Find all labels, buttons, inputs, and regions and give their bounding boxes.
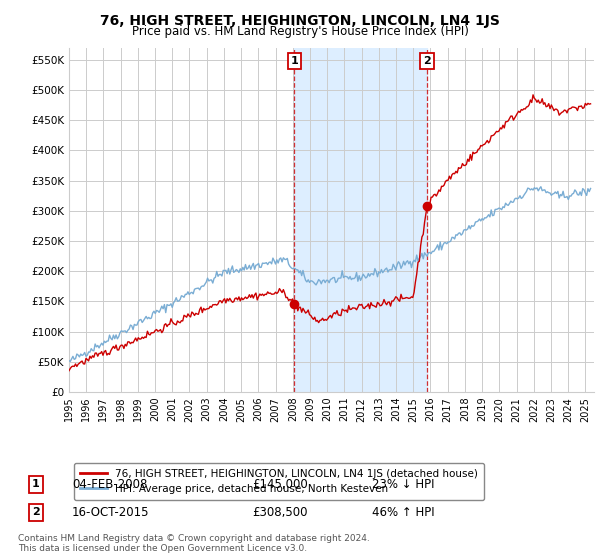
Text: 1: 1: [290, 56, 298, 66]
Text: £308,500: £308,500: [252, 506, 308, 519]
Text: 16-OCT-2015: 16-OCT-2015: [72, 506, 149, 519]
Text: 76, HIGH STREET, HEIGHINGTON, LINCOLN, LN4 1JS: 76, HIGH STREET, HEIGHINGTON, LINCOLN, L…: [100, 14, 500, 28]
Text: 1: 1: [32, 479, 40, 489]
Text: Price paid vs. HM Land Registry's House Price Index (HPI): Price paid vs. HM Land Registry's House …: [131, 25, 469, 38]
Legend: 76, HIGH STREET, HEIGHINGTON, LINCOLN, LN4 1JS (detached house), HPI: Average pr: 76, HIGH STREET, HEIGHINGTON, LINCOLN, L…: [74, 463, 484, 500]
Text: £145,000: £145,000: [252, 478, 308, 491]
Text: 2: 2: [423, 56, 431, 66]
Text: 23% ↓ HPI: 23% ↓ HPI: [372, 478, 434, 491]
Text: Contains HM Land Registry data © Crown copyright and database right 2024.
This d: Contains HM Land Registry data © Crown c…: [18, 534, 370, 553]
Text: 04-FEB-2008: 04-FEB-2008: [72, 478, 148, 491]
Text: 46% ↑ HPI: 46% ↑ HPI: [372, 506, 434, 519]
Bar: [295, 48, 427, 392]
Text: 2: 2: [32, 507, 40, 517]
